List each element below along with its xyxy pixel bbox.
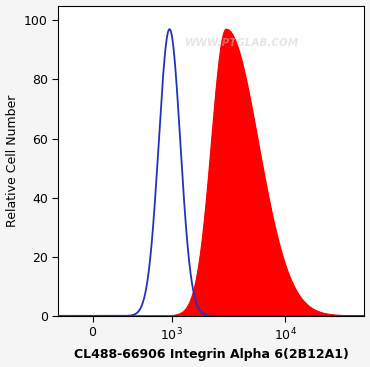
X-axis label: CL488-66906 Integrin Alpha 6(2B12A1): CL488-66906 Integrin Alpha 6(2B12A1) <box>74 348 349 361</box>
Text: WWW.PTGLAB.COM: WWW.PTGLAB.COM <box>185 38 299 48</box>
Y-axis label: Relative Cell Number: Relative Cell Number <box>6 95 18 227</box>
